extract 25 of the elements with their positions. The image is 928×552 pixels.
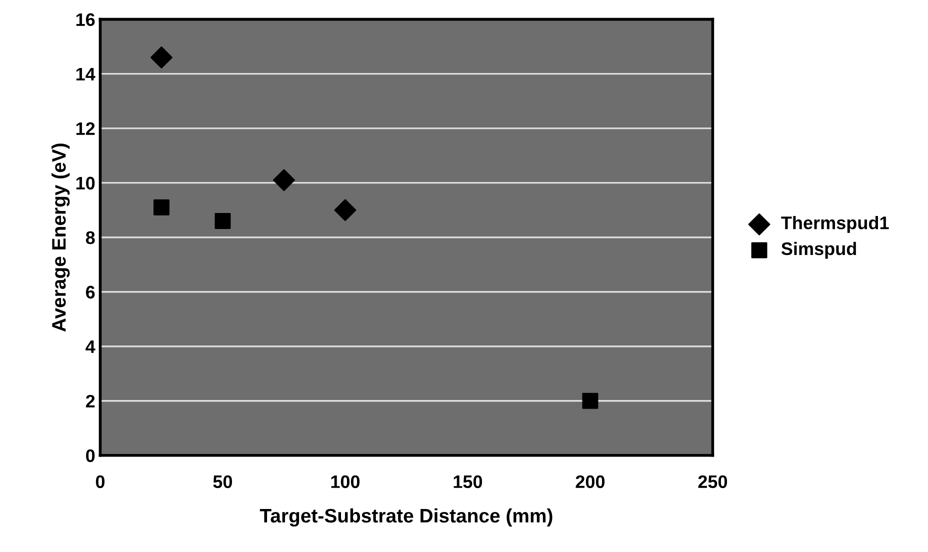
legend-label: Thermspud1	[781, 216, 889, 233]
point	[150, 46, 172, 68]
y-tick-label: 8	[86, 231, 95, 244]
y-tick-label: 14	[76, 68, 96, 80]
x-tick-label: 200	[576, 475, 605, 488]
x-tick-label: 150	[454, 475, 482, 488]
point	[153, 199, 170, 216]
y-tick-label: 4	[86, 340, 96, 353]
y-axis-title: Average Energy (eV)	[52, 144, 70, 332]
legend-label: Simspud	[781, 242, 856, 259]
x-tick-label: 0	[96, 475, 105, 488]
y-tick-label: 0	[86, 449, 95, 462]
y-tick-label: 6	[86, 286, 95, 299]
y-tick-label: 12	[76, 122, 95, 135]
x-tick-label: 100	[331, 475, 360, 488]
y-tick-label: 2	[86, 394, 95, 408]
point	[334, 199, 356, 222]
point	[272, 169, 295, 192]
x-axis-title: Target-Substrate Distance (mm)	[260, 508, 552, 527]
y-tick-label: 10	[76, 176, 95, 190]
x-tick-label: 50	[213, 475, 232, 488]
y-tick-label: 16	[76, 13, 95, 26]
x-tick-label: 250	[698, 475, 728, 488]
point	[582, 392, 598, 409]
point	[214, 213, 231, 229]
